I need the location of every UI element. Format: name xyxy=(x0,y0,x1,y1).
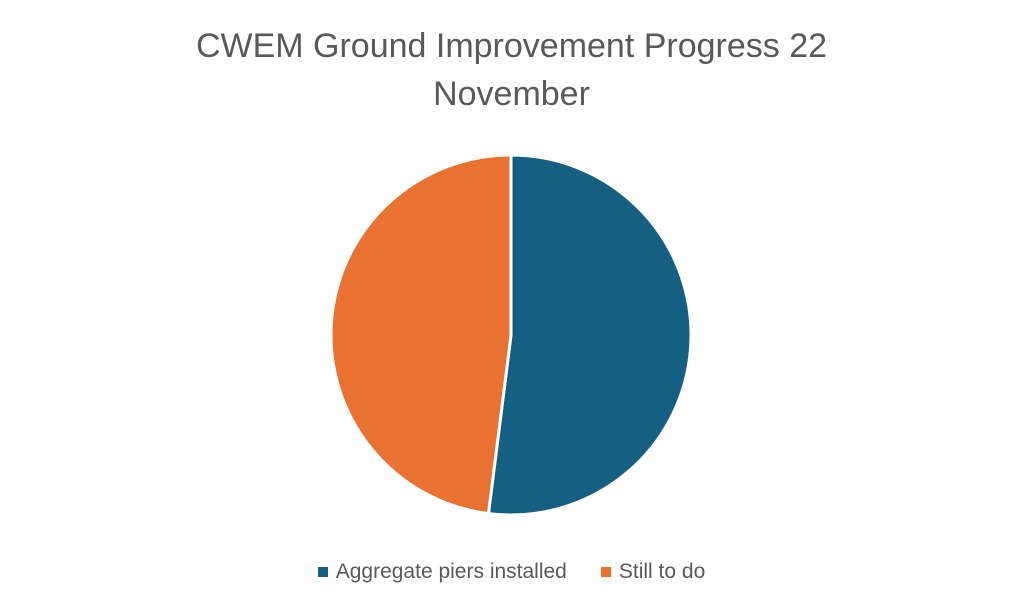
pie-slice-still-to-do xyxy=(329,153,513,516)
chart-title-line-1: CWEM Ground Improvement Progress 22 xyxy=(195,27,828,65)
legend-label: Aggregate piers installed xyxy=(335,560,567,583)
legend-item-aggregate-piers: Aggregate piers installed xyxy=(317,560,567,584)
pie-slice-aggregate-piers xyxy=(486,153,693,517)
chart-title: CWEM Ground Improvement Progress 22 Nove… xyxy=(0,22,1023,118)
legend-item-still-to-do: Still to do xyxy=(600,560,706,584)
chart-title-line-2: November xyxy=(433,75,590,113)
legend: Aggregate piers installed Still to do xyxy=(0,560,1023,584)
legend-swatch xyxy=(600,567,611,577)
legend-label: Still to do xyxy=(618,560,706,583)
legend-swatch xyxy=(317,567,328,577)
